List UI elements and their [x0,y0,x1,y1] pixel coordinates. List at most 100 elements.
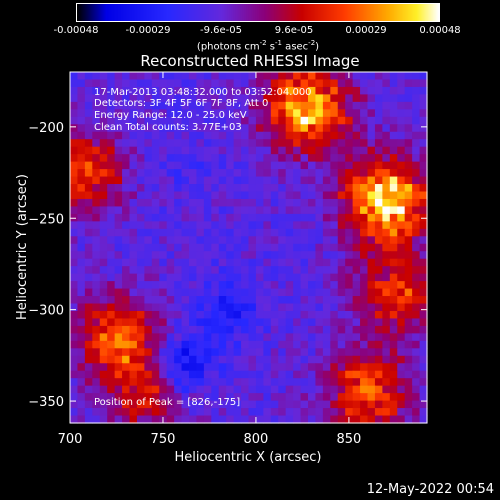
heatmap-cell [107,303,116,312]
heatmap-cell [181,124,190,133]
heatmap-cell [397,221,406,230]
heatmap-cell [77,243,86,252]
heatmap-cell [218,176,227,185]
heatmap-cell [374,281,383,290]
heatmap-cell [189,258,198,267]
heatmap-cell [233,101,242,110]
heatmap-cell [367,333,376,342]
heatmap-cell [330,184,339,193]
heatmap-cell [255,415,264,424]
heatmap-cell [308,400,317,409]
heatmap-cell [122,79,131,88]
heatmap-cell [382,206,391,215]
heatmap-cell [70,228,79,237]
heatmap-cell [374,310,383,320]
heatmap-cell [337,288,346,297]
heatmap-cell [181,221,190,230]
heatmap-cell [181,325,190,334]
heatmap-cell [181,266,190,275]
heatmap-cell [174,370,183,379]
heatmap-cell [412,408,421,417]
heatmap-cell [218,355,227,364]
heatmap-cell [352,288,361,297]
heatmap-cell [360,355,369,364]
heatmap-cell [270,355,279,364]
heatmap-cell [129,266,138,275]
heatmap-cell [330,94,339,103]
heatmap-cell [136,288,145,297]
heatmap-cell [360,348,369,357]
heatmap-cell [189,228,198,237]
heatmap-cell [285,251,294,260]
heatmap-cell [129,393,138,402]
heatmap-cell [404,109,413,118]
heatmap-cell [218,415,227,424]
heatmap-cell [367,355,376,364]
heatmap-cell [151,139,160,148]
heatmap-cell [263,363,272,372]
heatmap-cell [270,184,279,193]
heatmap-cell [300,206,309,215]
heatmap-cell [404,325,413,334]
heatmap-cell [315,206,324,215]
heatmap-cell [322,221,331,230]
heatmap-cell [70,72,79,81]
heatmap-cell [308,303,317,312]
heatmap-cell [233,385,242,394]
heatmap-cell [129,243,138,252]
heatmap-cell [248,310,257,320]
heatmap-cell [308,101,317,110]
heatmap-cell [248,325,257,334]
heatmap-cell [352,94,361,103]
heatmap-cell [92,86,101,96]
heatmap-cell [330,146,339,155]
heatmap-cell [196,385,205,394]
heatmap-cell [122,72,131,81]
heatmap-cell [360,94,369,103]
heatmap-cell [285,303,294,312]
heatmap-cell [241,415,250,424]
heatmap-cell [360,288,369,297]
heatmap-cell [144,370,153,379]
heatmap-cell [241,79,250,88]
heatmap-cell [345,378,354,387]
heatmap-cell [196,348,205,357]
heatmap-cell [196,340,205,349]
heatmap-cell [226,363,235,372]
heatmap-cell [99,243,108,252]
heatmap-cell [389,385,398,394]
heatmap-cell [136,393,145,402]
heatmap-cell [129,303,138,312]
heatmap-cell [174,176,183,185]
heatmap-cell [189,296,198,305]
heatmap-cell [226,415,235,424]
heatmap-cell [255,131,264,140]
heatmap-cell [270,310,279,320]
heatmap-cell [360,333,369,342]
heatmap-cell [322,213,331,222]
heatmap-cell [241,378,250,387]
heatmap-cell [397,408,406,417]
heatmap-cell [270,109,279,118]
heatmap-cell [360,86,369,96]
heatmap-cell [345,400,354,409]
heatmap-cell [159,333,168,342]
heatmap-cell [352,333,361,342]
heatmap-cell [337,206,346,215]
heatmap-cell [322,363,331,372]
heatmap-cell [174,221,183,230]
heatmap-cell [196,288,205,297]
heatmap-cell [99,251,108,260]
heatmap-cell [300,318,309,327]
heatmap-cell [397,400,406,409]
heatmap-cell [174,408,183,417]
heatmap-cell [419,303,428,312]
heatmap-cell [360,228,369,237]
y-tick-label: −300 [28,304,64,319]
heatmap-cell [315,325,324,334]
heatmap-cell [189,176,198,185]
heatmap-cell [92,79,101,88]
heatmap-cell [248,116,257,125]
heatmap-cell [70,318,79,327]
heatmap-cell [360,363,369,372]
